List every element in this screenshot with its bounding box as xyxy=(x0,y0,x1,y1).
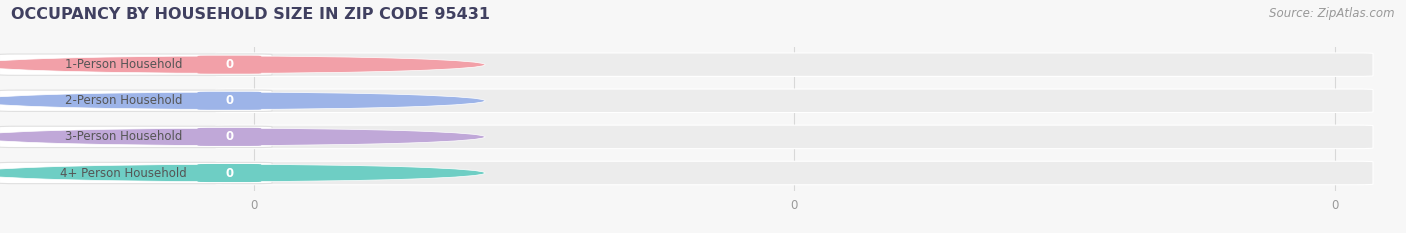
FancyBboxPatch shape xyxy=(215,53,1374,76)
Circle shape xyxy=(0,56,485,73)
Circle shape xyxy=(0,128,485,145)
Text: 3-Person Household: 3-Person Household xyxy=(65,130,183,143)
Text: 0: 0 xyxy=(225,94,233,107)
FancyBboxPatch shape xyxy=(0,90,271,111)
FancyBboxPatch shape xyxy=(0,126,271,147)
FancyBboxPatch shape xyxy=(215,89,1374,113)
Text: 0: 0 xyxy=(225,130,233,143)
Text: 0: 0 xyxy=(225,167,233,179)
Circle shape xyxy=(0,164,485,182)
FancyBboxPatch shape xyxy=(215,161,1374,185)
Text: 1-Person Household: 1-Person Household xyxy=(65,58,183,71)
Text: OCCUPANCY BY HOUSEHOLD SIZE IN ZIP CODE 95431: OCCUPANCY BY HOUSEHOLD SIZE IN ZIP CODE … xyxy=(11,7,491,22)
Text: 4+ Person Household: 4+ Person Household xyxy=(60,167,187,179)
FancyBboxPatch shape xyxy=(197,92,262,110)
Text: 0: 0 xyxy=(225,58,233,71)
FancyBboxPatch shape xyxy=(215,125,1374,149)
FancyBboxPatch shape xyxy=(0,162,271,184)
FancyBboxPatch shape xyxy=(197,128,262,146)
Text: Source: ZipAtlas.com: Source: ZipAtlas.com xyxy=(1270,7,1395,20)
FancyBboxPatch shape xyxy=(197,56,262,74)
FancyBboxPatch shape xyxy=(0,54,271,75)
Text: 2-Person Household: 2-Person Household xyxy=(65,94,183,107)
FancyBboxPatch shape xyxy=(197,164,262,182)
Circle shape xyxy=(0,92,485,109)
